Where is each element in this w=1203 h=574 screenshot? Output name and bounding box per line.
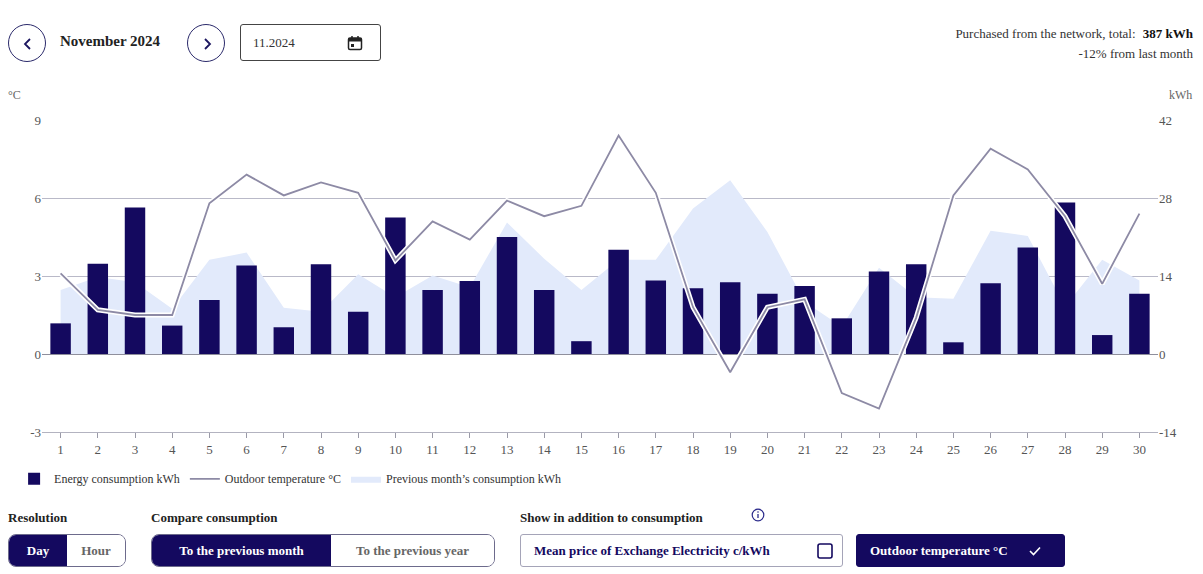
svg-text:16: 16 [612, 442, 626, 457]
svg-text:18: 18 [687, 442, 700, 457]
svg-text:42: 42 [1159, 113, 1172, 128]
html-text:November 2024: November 2024 [60, 33, 161, 49]
svg-text:10: 10 [389, 442, 402, 457]
svg-text:22: 22 [835, 442, 848, 457]
svg-text:5: 5 [206, 442, 213, 457]
svg-text:3: 3 [35, 269, 42, 284]
svg-text:27: 27 [1021, 442, 1035, 457]
svg-text:28: 28 [1059, 442, 1072, 457]
html-text:Show in addition to consumptio: Show in addition to consumption [520, 510, 703, 525]
svg-text:9: 9 [35, 113, 42, 128]
svg-text:-3: -3 [30, 425, 41, 440]
svg-text:11: 11 [426, 442, 439, 457]
svg-text:7: 7 [281, 442, 288, 457]
svg-text:8: 8 [318, 442, 325, 457]
html-text:To the previous year: To the previous year [356, 543, 469, 558]
html-text:-12% from last month: -12% from last month [1078, 46, 1193, 61]
svg-text:2: 2 [95, 442, 102, 457]
html-text:Outdoor temperature °C: Outdoor temperature °C [870, 543, 1008, 558]
svg-text:15: 15 [575, 442, 588, 457]
svg-text:Previous month’s consumption k: Previous month’s consumption kWh [386, 472, 561, 486]
html-text:11.2024: 11.2024 [253, 35, 295, 50]
svg-text:21: 21 [798, 442, 811, 457]
svg-text:-14: -14 [1159, 425, 1177, 440]
svg-text:6: 6 [243, 442, 250, 457]
svg-text:12: 12 [463, 442, 476, 457]
html-text:Day: Day [26, 543, 50, 558]
svg-text:20: 20 [761, 442, 774, 457]
svg-text:14: 14 [538, 442, 552, 457]
svg-text:4: 4 [169, 442, 176, 457]
svg-text:17: 17 [649, 442, 663, 457]
svg-text:9: 9 [355, 442, 362, 457]
html-text:Compare consumption: Compare consumption [151, 510, 278, 525]
svg-text:3: 3 [132, 442, 139, 457]
svg-text:30: 30 [1133, 442, 1146, 457]
svg-text:°C: °C [8, 88, 21, 102]
html-text:Mean price of Exchange Electri: Mean price of Exchange Electricity c/kWh [534, 543, 770, 558]
svg-text:kWh: kWh [1169, 88, 1192, 102]
html-text:To the previous month: To the previous month [179, 543, 304, 558]
svg-text:26: 26 [984, 442, 998, 457]
svg-text:24: 24 [910, 442, 924, 457]
svg-text:0: 0 [1159, 347, 1166, 362]
html-text:Hour: Hour [81, 543, 111, 558]
svg-text:23: 23 [873, 442, 886, 457]
svg-text:19: 19 [724, 442, 737, 457]
svg-text:1: 1 [57, 442, 64, 457]
svg-text:28: 28 [1159, 191, 1172, 206]
svg-text:6: 6 [35, 191, 42, 206]
svg-text:0: 0 [35, 347, 42, 362]
svg-text:14: 14 [1159, 269, 1173, 284]
html-text:Resolution: Resolution [8, 510, 68, 525]
svg-text:Energy consumption kWh: Energy consumption kWh [54, 472, 180, 486]
html-text:Purchased from the network, to: Purchased from the network, total: 387 k… [955, 26, 1193, 41]
svg-text:25: 25 [947, 442, 960, 457]
svg-text:29: 29 [1096, 442, 1109, 457]
svg-text:Outdoor temperature °C: Outdoor temperature °C [225, 472, 341, 486]
svg-text:13: 13 [501, 442, 514, 457]
